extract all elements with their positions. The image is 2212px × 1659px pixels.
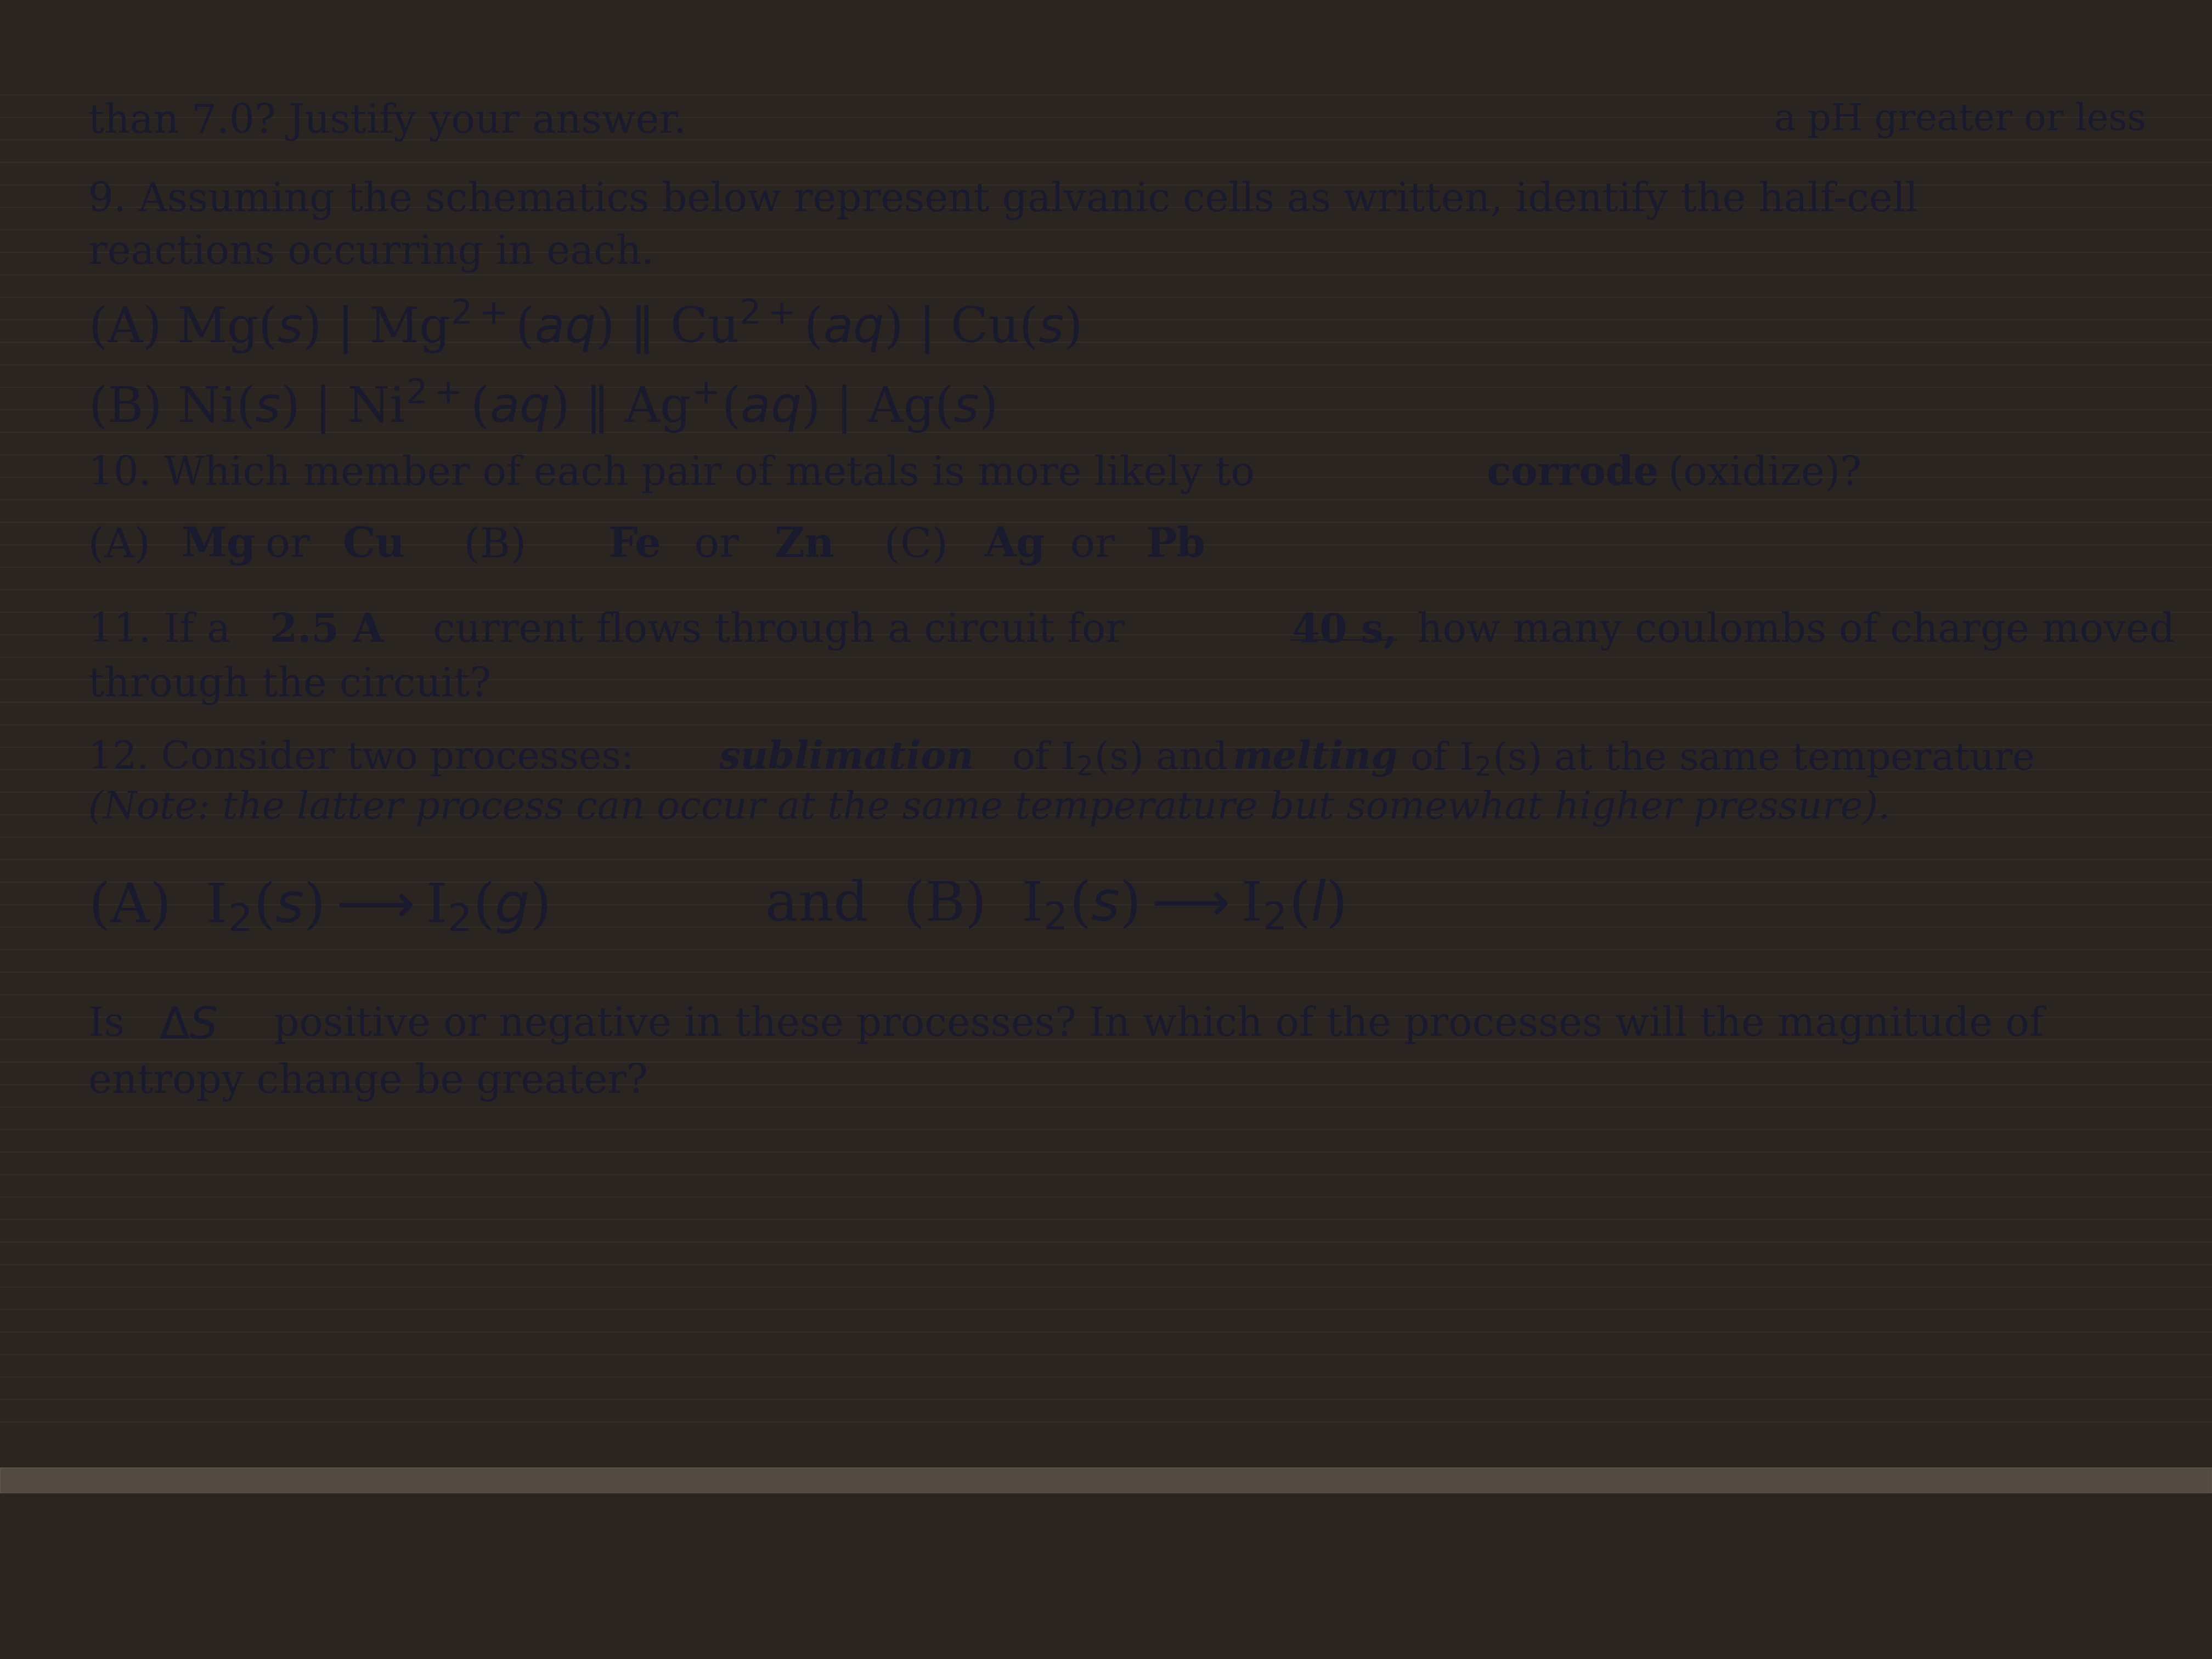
Text: 11. If a: 11. If a [88,612,243,650]
Text: 12. Consider two processes:: 12. Consider two processes: [88,740,646,776]
Text: of I$_2$(s) at the same temperature: of I$_2$(s) at the same temperature [1398,740,2033,778]
Text: Is: Is [88,1005,137,1044]
Text: (A): (A) [88,526,164,566]
Text: corrode: corrode [1486,455,1659,493]
Text: Zn: Zn [774,526,834,566]
Text: through the circuit?: through the circuit? [88,665,491,705]
Text: Pb: Pb [1146,526,1206,566]
Text: Cu: Cu [343,526,405,566]
Text: Ag: Ag [984,526,1044,566]
Text: or: or [252,526,323,566]
Text: 40 s,: 40 s, [1292,612,1398,650]
Text: 2.5 A: 2.5 A [270,612,383,650]
Text: how many coulombs of charge moved: how many coulombs of charge moved [1405,612,2174,650]
Text: entropy change be greater?: entropy change be greater? [88,1062,648,1102]
Text: or: or [1057,526,1128,566]
Text: 10. Which member of each pair of metals is more likely to: 10. Which member of each pair of metals … [88,455,1267,494]
Text: 9. Assuming the schematics below represent galvanic cells as written, identify t: 9. Assuming the schematics below represe… [88,181,1918,219]
Text: (B) Ni($s$) $|$ Ni$^{2+}$($aq$) $\|$ Ag$^{+}$($aq$) $|$ Ag($s$): (B) Ni($s$) $|$ Ni$^{2+}$($aq$) $\|$ Ag$… [88,377,995,435]
Text: (Note: the latter process can occur at the same temperature but somewhat higher : (Note: the latter process can occur at t… [88,790,1891,826]
Text: of I$_2$(s) and: of I$_2$(s) and [1000,740,1230,778]
Text: and  (B)  I$_2$($s$)$\longrightarrow$I$_2$($l$): and (B) I$_2$($s$)$\longrightarrow$I$_2$… [730,879,1343,932]
Text: Mg: Mg [181,526,257,566]
Text: than 7.0? Justify your answer.: than 7.0? Justify your answer. [88,103,686,141]
Text: (C): (C) [858,526,962,566]
Text: current flows through a circuit for: current flows through a circuit for [420,612,1137,650]
Text: Fe: Fe [608,526,661,566]
Text: or: or [681,526,752,566]
Text: reactions occurring in each.: reactions occurring in each. [88,234,655,272]
Text: (A)  I$_2$($s$)$\longrightarrow$I$_2$($g$): (A) I$_2$($s$)$\longrightarrow$I$_2$($g$… [88,879,549,936]
Text: melting: melting [1232,740,1398,776]
Text: sublimation: sublimation [719,740,973,776]
Text: positive or negative in these processes? In which of the processes will the magn: positive or negative in these processes?… [261,1005,2044,1045]
Text: $\Delta S$: $\Delta S$ [159,1005,217,1048]
Text: (B): (B) [425,526,540,566]
Text: (oxidize)?: (oxidize)? [1668,455,1863,493]
Text: a pH greater or less: a pH greater or less [1774,103,2146,138]
Text: (A) Mg($s$) $|$ Mg$^{2+}$($aq$) $\|$ Cu$^{2+}$($aq$) $|$ Cu($s$): (A) Mg($s$) $|$ Mg$^{2+}$($aq$) $\|$ Cu$… [88,297,1079,355]
